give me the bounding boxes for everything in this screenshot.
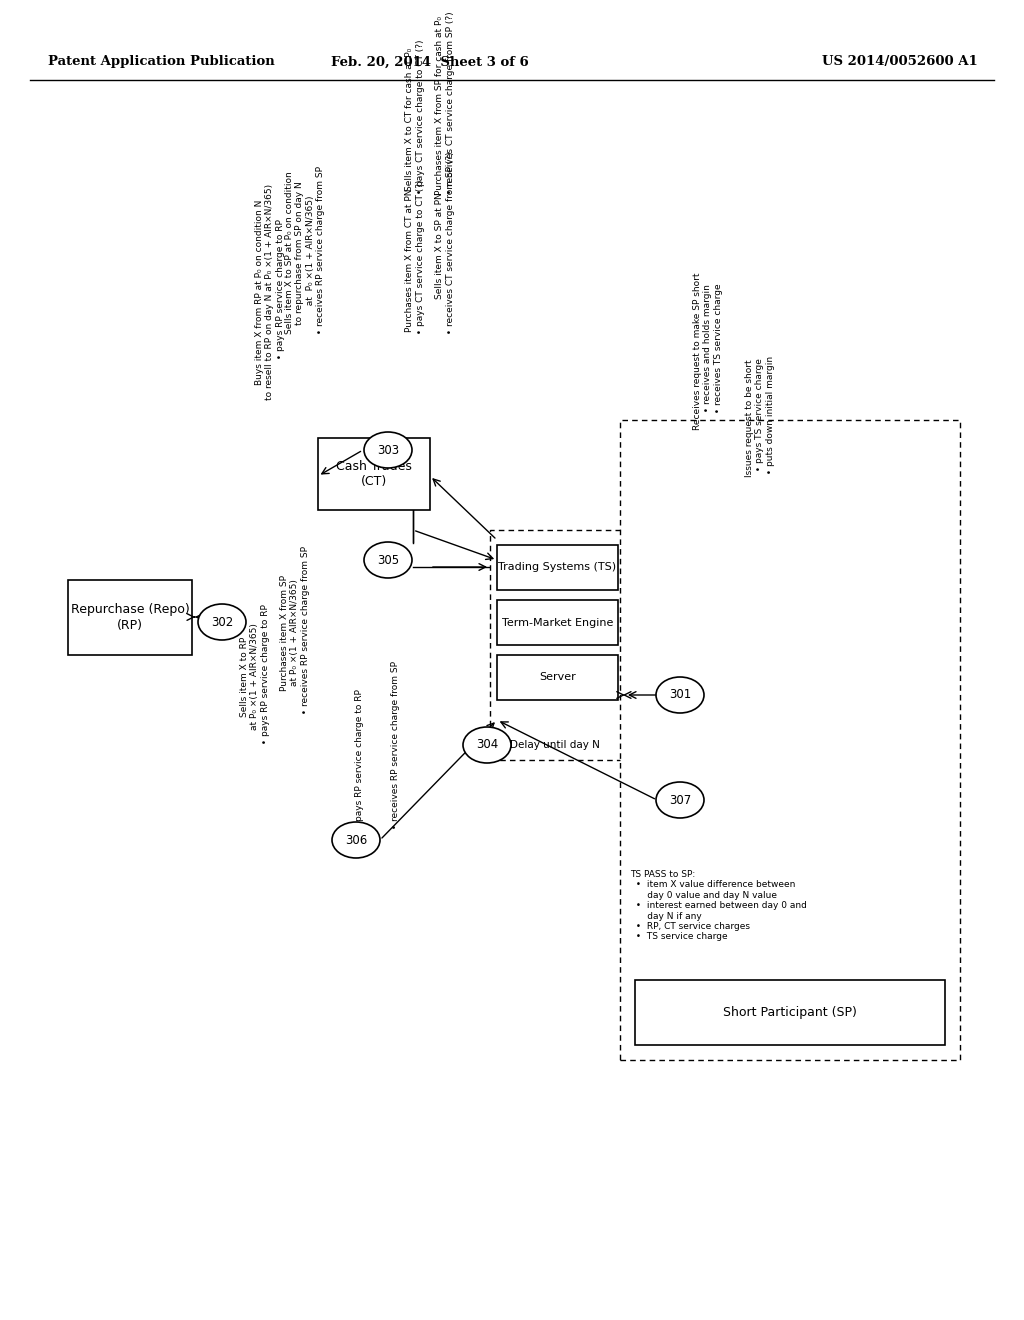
Bar [318, 438, 430, 510]
Ellipse shape [364, 543, 412, 578]
Text: Delay until day N: Delay until day N [510, 741, 600, 750]
Text: 305: 305 [377, 553, 399, 566]
Text: Sells item X to RP
at P₀ ×(1 + AIR×N/365)
  • pays RP service charge to RP: Sells item X to RP at P₀ ×(1 + AIR×N/365… [240, 605, 270, 750]
Text: Short Participant (SP): Short Participant (SP) [723, 1006, 857, 1019]
Text: FIG. 3: FIG. 3 [803, 488, 878, 511]
Text: Feb. 20, 2014  Sheet 3 of 6: Feb. 20, 2014 Sheet 3 of 6 [331, 55, 528, 69]
Bar [68, 579, 193, 655]
Text: Receives request to make SP short
  • receives and holds margin
  • receives TS : Receives request to make SP short • rece… [693, 272, 723, 430]
Ellipse shape [656, 677, 705, 713]
Text: 306: 306 [345, 833, 368, 846]
Text: • pays RP service charge to RP: • pays RP service charge to RP [355, 689, 365, 836]
Text: 304: 304 [476, 738, 498, 751]
Text: Sells item X to SP at PN
  • receives CT service charge from SP (?): Sells item X to SP at PN • receives CT s… [435, 152, 455, 341]
Text: 307: 307 [669, 793, 691, 807]
Ellipse shape [332, 822, 380, 858]
Bar [620, 420, 961, 1060]
Bar [490, 531, 625, 760]
Bar [497, 545, 618, 590]
Bar [497, 601, 618, 645]
Bar [635, 979, 945, 1045]
Text: TS PASS to SP:
  •  item X value difference between
      day 0 value and day N : TS PASS to SP: • item X value difference… [630, 870, 807, 941]
Text: Trading Systems (TS): Trading Systems (TS) [499, 562, 616, 573]
Text: 301: 301 [669, 689, 691, 701]
Text: Buys item X from RP at P₀ on condition N
to resell to RP on day N at P₀ ×(1 + AI: Buys item X from RP at P₀ on condition N… [255, 183, 285, 400]
Text: Cash Trades
(CT): Cash Trades (CT) [336, 459, 412, 488]
Text: Issues request to be short
  • pays TS service charge
  • puts down initial marg: Issues request to be short • pays TS ser… [745, 356, 775, 480]
Text: • receives RP service charge from SP: • receives RP service charge from SP [390, 661, 399, 836]
Ellipse shape [364, 432, 412, 469]
Bar [497, 655, 618, 700]
Text: 303: 303 [377, 444, 399, 457]
Text: Term-Market Engine: Term-Market Engine [502, 618, 613, 627]
Text: Sells item X to CT for cash at P₀
  • pays CT service charge to CT (?): Sells item X to CT for cash at P₀ • pays… [406, 40, 425, 201]
Text: Sells item X to SP at P₀ on condition
to repurchase from SP on day N
  at  P₀ ×(: Sells item X to SP at P₀ on condition to… [285, 166, 325, 341]
Ellipse shape [656, 781, 705, 818]
Text: Repurchase (Repo)
(RP): Repurchase (Repo) (RP) [71, 603, 189, 631]
Ellipse shape [198, 605, 246, 640]
Text: 302: 302 [211, 615, 233, 628]
Ellipse shape [463, 727, 511, 763]
Text: US 2014/0052600 A1: US 2014/0052600 A1 [822, 55, 978, 69]
Text: Patent Application Publication: Patent Application Publication [48, 55, 274, 69]
Text: Purchases item X from SP
at P₀ ×(1 + AIR×N/365)
  • receives RP service charge f: Purchases item X from SP at P₀ ×(1 + AIR… [281, 546, 310, 719]
Text: Purchases item X from CT at PN
  • pays CT service charge to CT (?): Purchases item X from CT at PN • pays CT… [406, 180, 425, 341]
Text: Server: Server [539, 672, 575, 682]
Text: Purchases item X from SP for cash at P₀
  • receives CT service charge from SP (: Purchases item X from SP for cash at P₀ … [435, 12, 455, 201]
